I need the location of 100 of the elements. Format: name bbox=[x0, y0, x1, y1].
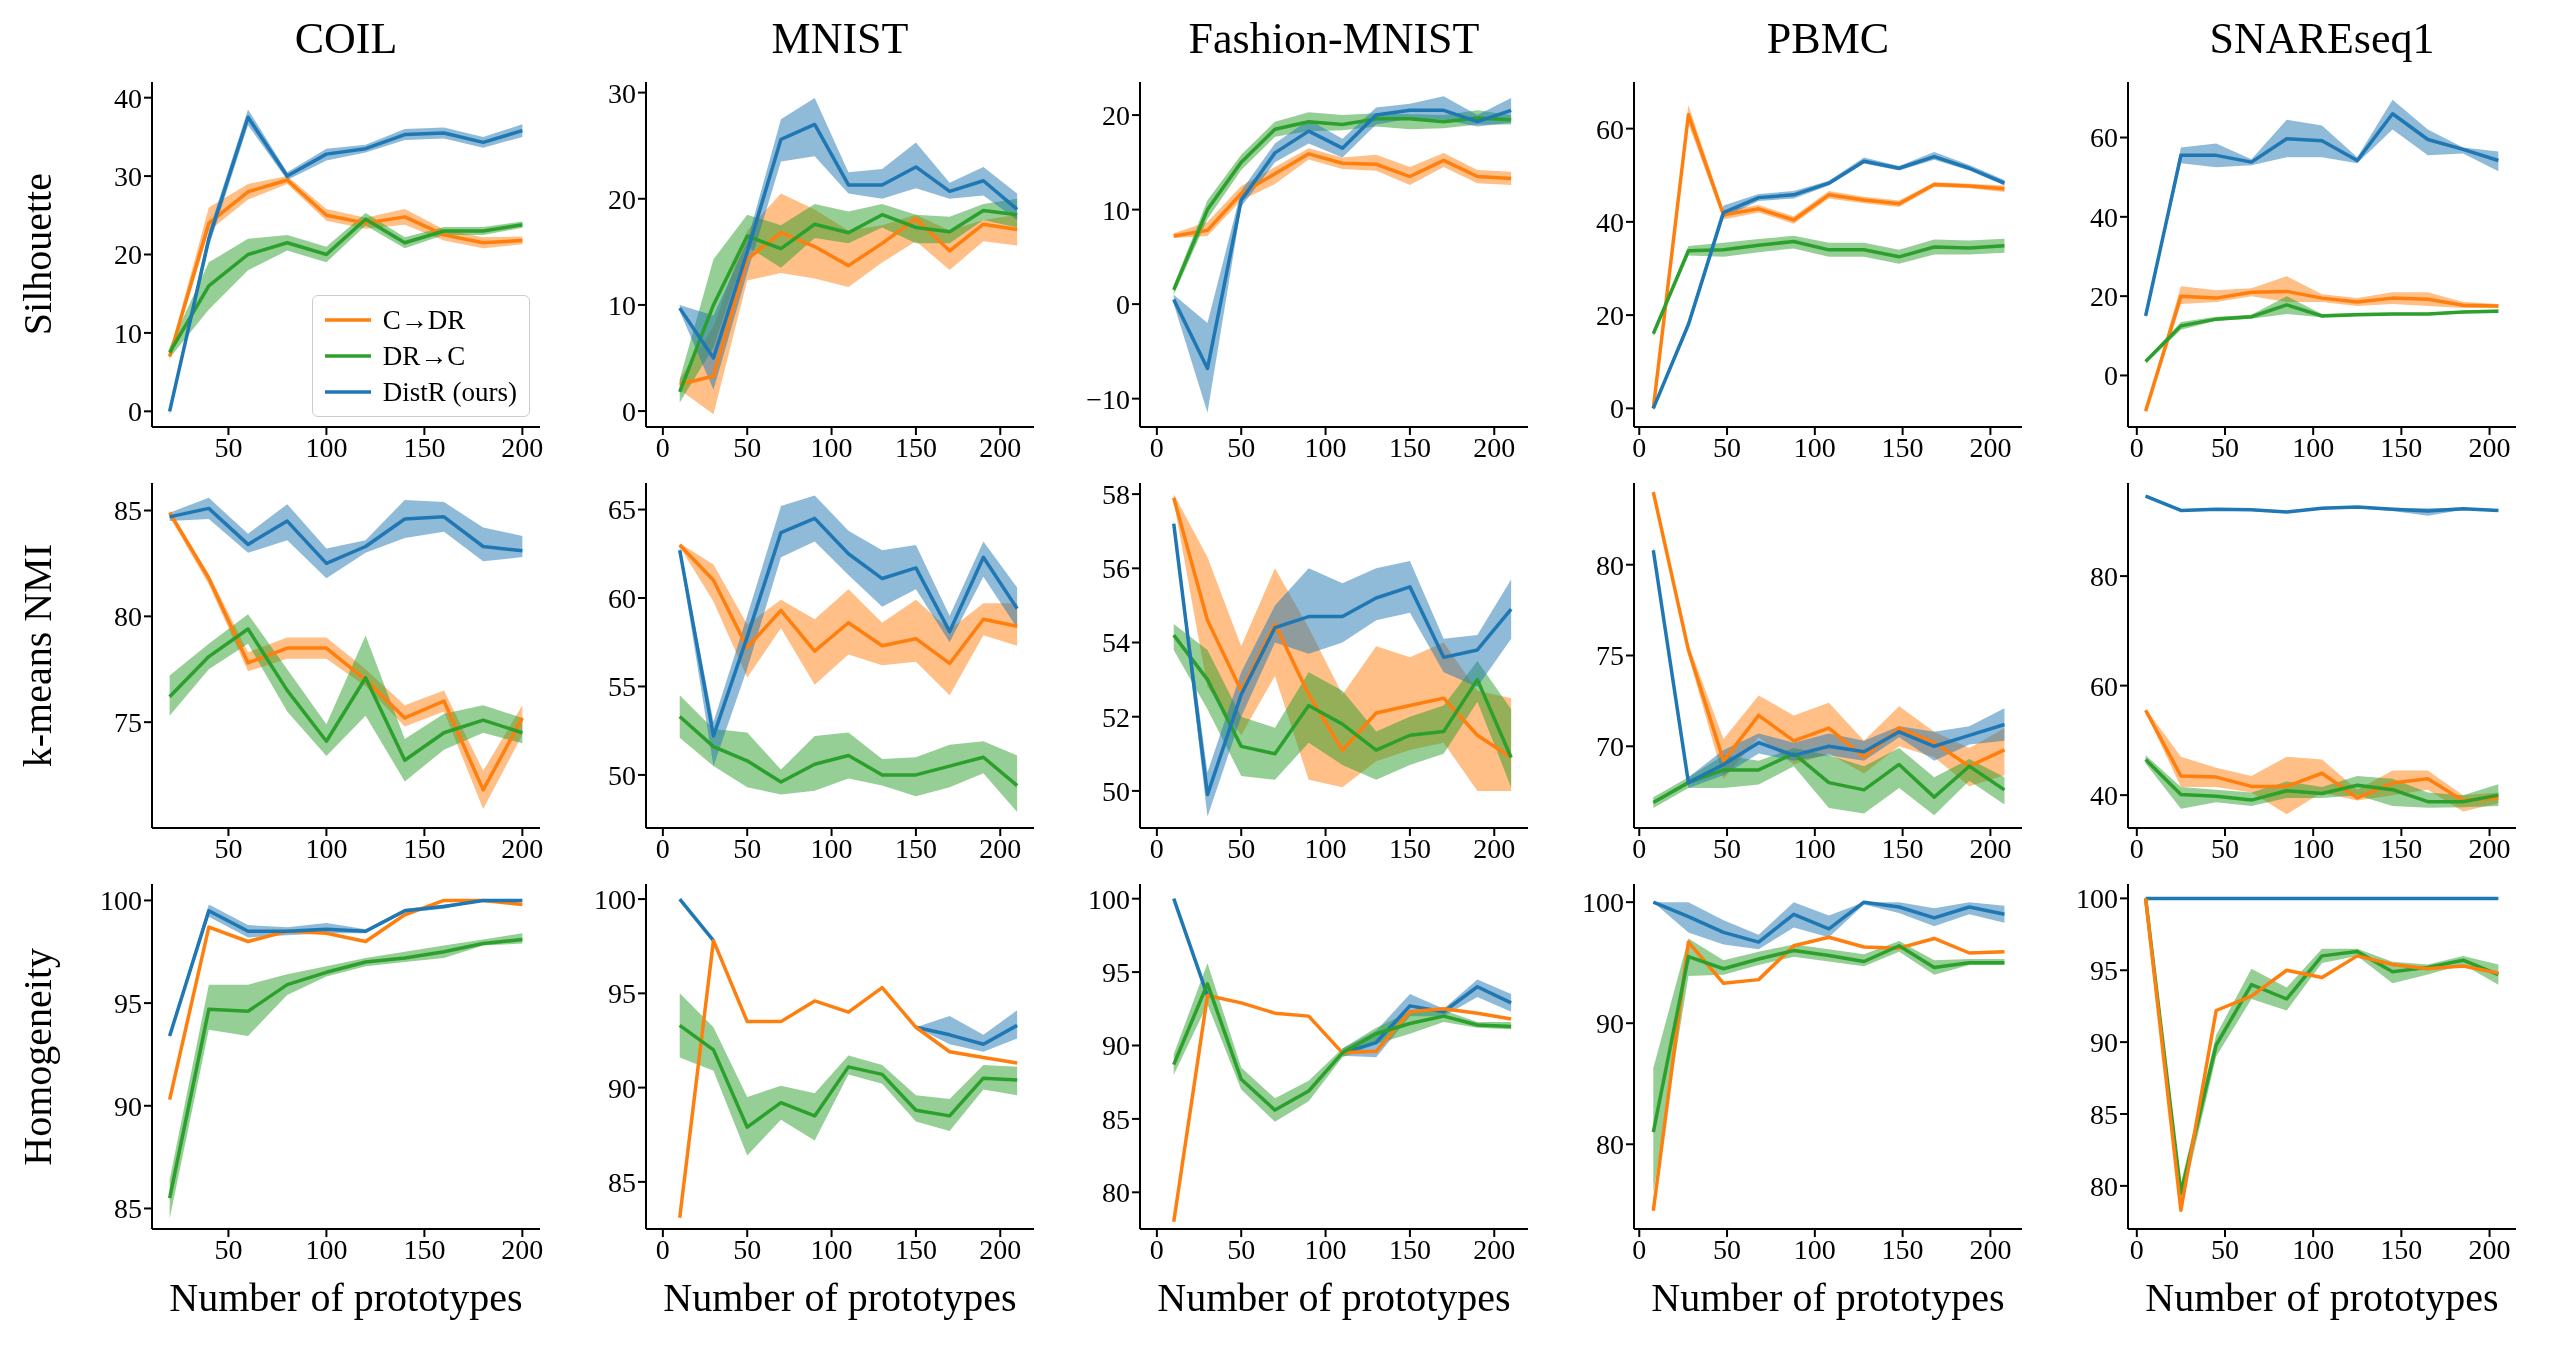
x-tick-label: 200 bbox=[501, 431, 544, 463]
y-tick-label: 85 bbox=[608, 1166, 636, 1198]
y-tick-label: 55 bbox=[608, 671, 636, 703]
x-tick-label: 200 bbox=[1969, 832, 2012, 864]
y-tick-label: 85 bbox=[2090, 1098, 2118, 1130]
legend-label: DistR (ours) bbox=[382, 376, 517, 408]
x-axis-title: Number of prototypes bbox=[1156, 1274, 1512, 1322]
y-tick-label: 0 bbox=[1116, 289, 1130, 321]
x-tick-label: 50 bbox=[214, 431, 243, 463]
x-tick-label: 50 bbox=[1713, 832, 1742, 864]
x-tick-label: 100 bbox=[305, 1233, 348, 1265]
y-tick-label: 80 bbox=[2090, 561, 2118, 593]
x-tick-label: 150 bbox=[1388, 832, 1431, 864]
legend-label: C→DR bbox=[382, 304, 466, 336]
x-tick-label: 100 bbox=[2292, 431, 2335, 463]
y-tick-label: 30 bbox=[608, 77, 636, 109]
x-axis-title: Number of prototypes bbox=[168, 1274, 524, 1322]
x-tick-label: 200 bbox=[2468, 431, 2511, 463]
y-tick-label: 95 bbox=[2090, 955, 2118, 987]
chart-title: Fashion-MNIST bbox=[1187, 13, 1481, 65]
x-tick-label: 50 bbox=[1713, 1233, 1742, 1265]
x-tick-label: 100 bbox=[1793, 832, 1836, 864]
x-tick-label: 100 bbox=[2292, 1233, 2335, 1265]
chart-title: PBMC bbox=[1765, 13, 1891, 65]
x-tick-label: 200 bbox=[1969, 431, 2012, 463]
x-tick-label: 0 bbox=[1149, 431, 1164, 463]
chart-title: COIL bbox=[293, 13, 399, 65]
x-tick-label: 50 bbox=[733, 431, 762, 463]
y-tick-label: 60 bbox=[2090, 122, 2118, 154]
x-tick-label: 100 bbox=[810, 1233, 853, 1265]
y-tick-label: 60 bbox=[608, 582, 636, 614]
y-tick-label: 90 bbox=[1102, 1030, 1130, 1062]
x-tick-label: 50 bbox=[214, 832, 243, 864]
y-tick-label: 20 bbox=[114, 239, 142, 271]
x-tick-label: 50 bbox=[2211, 1233, 2239, 1265]
x-tick-label: 200 bbox=[1969, 1233, 2012, 1265]
x-tick-label: 150 bbox=[1881, 832, 1924, 864]
y-tick-label: 75 bbox=[114, 707, 142, 739]
y-tick-label: 40 bbox=[1596, 206, 1624, 238]
y-tick-label: 100 bbox=[594, 884, 636, 916]
y-tick-label: 0 bbox=[1610, 393, 1624, 425]
x-tick-label: 100 bbox=[810, 431, 853, 463]
x-tick-label: 150 bbox=[1881, 431, 1924, 463]
x-tick-label: 0 bbox=[1149, 832, 1164, 864]
y-tick-label: 85 bbox=[114, 1193, 142, 1225]
x-tick-label: 150 bbox=[2380, 431, 2423, 463]
y-tick-label: 85 bbox=[1102, 1103, 1130, 1135]
y-tick-label: 54 bbox=[1102, 627, 1130, 659]
x-tick-label: 0 bbox=[655, 431, 670, 463]
y-tick-label: −10 bbox=[1086, 383, 1130, 415]
y-tick-label: 100 bbox=[1088, 883, 1130, 915]
y-tick-label: 80 bbox=[1596, 549, 1624, 581]
y-tick-label: 80 bbox=[2090, 1170, 2118, 1202]
x-axis-title: Number of prototypes bbox=[1650, 1274, 2006, 1322]
y-tick-label: 10 bbox=[1102, 194, 1130, 226]
y-tick-label: 30 bbox=[114, 161, 142, 193]
y-tick-label: 50 bbox=[608, 759, 636, 791]
y-tick-label: 10 bbox=[114, 317, 142, 349]
x-tick-label: 150 bbox=[403, 832, 446, 864]
y-tick-label: 95 bbox=[114, 988, 142, 1020]
x-tick-label: 200 bbox=[1473, 1233, 1516, 1265]
x-tick-label: 50 bbox=[1227, 832, 1256, 864]
y-tick-label: 75 bbox=[1596, 640, 1624, 672]
x-tick-label: 0 bbox=[1632, 431, 1647, 463]
x-tick-label: 100 bbox=[810, 832, 853, 864]
y-tick-label: 0 bbox=[622, 396, 636, 428]
x-tick-label: 150 bbox=[894, 431, 937, 463]
y-tick-label: 100 bbox=[1582, 887, 1624, 919]
x-tick-label: 200 bbox=[501, 1233, 544, 1265]
x-tick-label: 200 bbox=[501, 832, 544, 864]
x-tick-label: 200 bbox=[2468, 832, 2511, 864]
x-tick-label: 50 bbox=[1713, 431, 1742, 463]
x-tick-label: 150 bbox=[403, 1233, 446, 1265]
chart-title: MNIST bbox=[770, 13, 910, 65]
x-tick-label: 50 bbox=[2211, 832, 2239, 864]
x-tick-label: 150 bbox=[403, 431, 446, 463]
y-tick-label: 90 bbox=[608, 1072, 636, 1104]
x-tick-label: 100 bbox=[305, 431, 348, 463]
y-tick-label: 90 bbox=[114, 1090, 142, 1122]
y-tick-label: 60 bbox=[2090, 670, 2118, 702]
x-tick-label: 150 bbox=[894, 1233, 937, 1265]
y-tick-label: 40 bbox=[114, 82, 142, 114]
x-axis-title: Number of prototypes bbox=[662, 1274, 1018, 1322]
y-tick-label: 95 bbox=[608, 978, 636, 1010]
x-tick-label: 100 bbox=[1304, 832, 1347, 864]
y-tick-label: 100 bbox=[2076, 883, 2118, 915]
chart-title: SNAREseq1 bbox=[2208, 13, 2436, 65]
x-tick-label: 100 bbox=[1304, 431, 1347, 463]
x-tick-label: 50 bbox=[2211, 431, 2239, 463]
x-tick-label: 0 bbox=[2129, 832, 2144, 864]
y-tick-label: 20 bbox=[2090, 281, 2118, 313]
y-tick-label: 40 bbox=[2090, 201, 2118, 233]
y-tick-label: 100 bbox=[100, 885, 142, 917]
legend-label: DR→C bbox=[382, 340, 466, 372]
y-tick-label: 70 bbox=[1596, 731, 1624, 763]
y-tick-label: 50 bbox=[1102, 775, 1130, 807]
x-tick-label: 0 bbox=[1632, 832, 1647, 864]
y-axis-title: Homogeneity bbox=[13, 947, 61, 1166]
x-tick-label: 100 bbox=[2292, 832, 2335, 864]
y-tick-label: 58 bbox=[1102, 479, 1130, 511]
